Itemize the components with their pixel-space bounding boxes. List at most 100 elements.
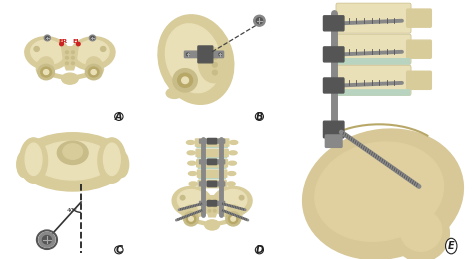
Ellipse shape (86, 57, 103, 76)
Ellipse shape (70, 37, 115, 70)
Ellipse shape (115, 152, 128, 177)
Circle shape (173, 69, 197, 92)
Ellipse shape (315, 142, 444, 241)
FancyBboxPatch shape (200, 139, 225, 143)
FancyBboxPatch shape (198, 156, 227, 158)
Ellipse shape (187, 151, 195, 155)
Circle shape (44, 70, 49, 75)
Circle shape (255, 113, 264, 120)
Text: E: E (448, 241, 455, 251)
Ellipse shape (76, 40, 109, 64)
Circle shape (60, 42, 64, 46)
Ellipse shape (230, 140, 238, 145)
Ellipse shape (63, 144, 82, 159)
Ellipse shape (34, 141, 112, 180)
FancyBboxPatch shape (323, 16, 344, 31)
Circle shape (65, 62, 68, 64)
FancyBboxPatch shape (208, 138, 217, 144)
Circle shape (41, 67, 52, 77)
Circle shape (254, 15, 265, 26)
Circle shape (182, 77, 189, 83)
FancyBboxPatch shape (196, 149, 228, 156)
Polygon shape (205, 196, 219, 217)
Circle shape (91, 70, 96, 75)
Circle shape (213, 210, 216, 212)
Circle shape (226, 212, 241, 226)
Circle shape (43, 236, 51, 244)
Ellipse shape (392, 205, 449, 259)
Circle shape (185, 52, 190, 57)
Circle shape (100, 47, 106, 51)
Circle shape (38, 64, 55, 80)
Circle shape (90, 35, 96, 41)
Ellipse shape (103, 143, 120, 176)
Circle shape (213, 205, 216, 207)
Circle shape (186, 214, 196, 224)
Circle shape (189, 217, 193, 221)
Circle shape (72, 62, 74, 64)
Circle shape (183, 212, 199, 226)
FancyBboxPatch shape (337, 90, 410, 95)
FancyBboxPatch shape (208, 200, 217, 206)
Ellipse shape (182, 205, 198, 223)
Circle shape (180, 196, 185, 200)
Circle shape (39, 232, 55, 247)
FancyBboxPatch shape (184, 51, 224, 57)
Text: C: C (115, 245, 122, 255)
Circle shape (212, 55, 217, 59)
Ellipse shape (17, 152, 31, 177)
Circle shape (212, 62, 217, 67)
Circle shape (218, 52, 223, 57)
Circle shape (446, 238, 457, 254)
FancyBboxPatch shape (325, 135, 342, 147)
Ellipse shape (62, 73, 78, 84)
Circle shape (208, 210, 211, 212)
Circle shape (231, 217, 236, 221)
Circle shape (208, 199, 211, 202)
Circle shape (186, 53, 189, 56)
Circle shape (46, 36, 49, 40)
Ellipse shape (189, 182, 197, 186)
Circle shape (115, 113, 123, 120)
Ellipse shape (98, 138, 126, 183)
Text: D: D (255, 245, 264, 255)
FancyBboxPatch shape (323, 47, 344, 62)
Circle shape (34, 47, 39, 51)
Ellipse shape (25, 37, 70, 70)
Circle shape (255, 246, 264, 254)
Circle shape (88, 67, 99, 77)
Ellipse shape (36, 57, 54, 76)
Ellipse shape (228, 161, 237, 165)
Circle shape (212, 70, 217, 75)
Ellipse shape (57, 141, 88, 164)
Ellipse shape (166, 88, 182, 98)
Circle shape (228, 214, 238, 224)
Ellipse shape (18, 133, 127, 191)
FancyBboxPatch shape (407, 9, 431, 27)
Circle shape (91, 36, 94, 40)
Circle shape (178, 73, 192, 88)
Ellipse shape (227, 205, 242, 223)
FancyBboxPatch shape (323, 121, 344, 138)
Ellipse shape (212, 186, 252, 217)
Circle shape (213, 199, 216, 202)
Text: ER: ER (59, 39, 68, 44)
Ellipse shape (189, 171, 197, 176)
FancyBboxPatch shape (323, 78, 344, 93)
Circle shape (72, 51, 74, 54)
Text: B: B (255, 112, 263, 121)
FancyBboxPatch shape (200, 202, 225, 205)
FancyBboxPatch shape (407, 40, 431, 58)
Ellipse shape (228, 171, 236, 176)
Circle shape (72, 56, 74, 59)
Ellipse shape (186, 140, 194, 145)
Ellipse shape (165, 24, 221, 93)
Circle shape (256, 18, 263, 24)
FancyBboxPatch shape (336, 65, 411, 95)
Circle shape (239, 196, 244, 200)
FancyBboxPatch shape (200, 160, 225, 164)
Ellipse shape (158, 15, 234, 104)
Text: 40°: 40° (67, 208, 78, 213)
Circle shape (76, 42, 80, 46)
FancyBboxPatch shape (195, 139, 229, 146)
